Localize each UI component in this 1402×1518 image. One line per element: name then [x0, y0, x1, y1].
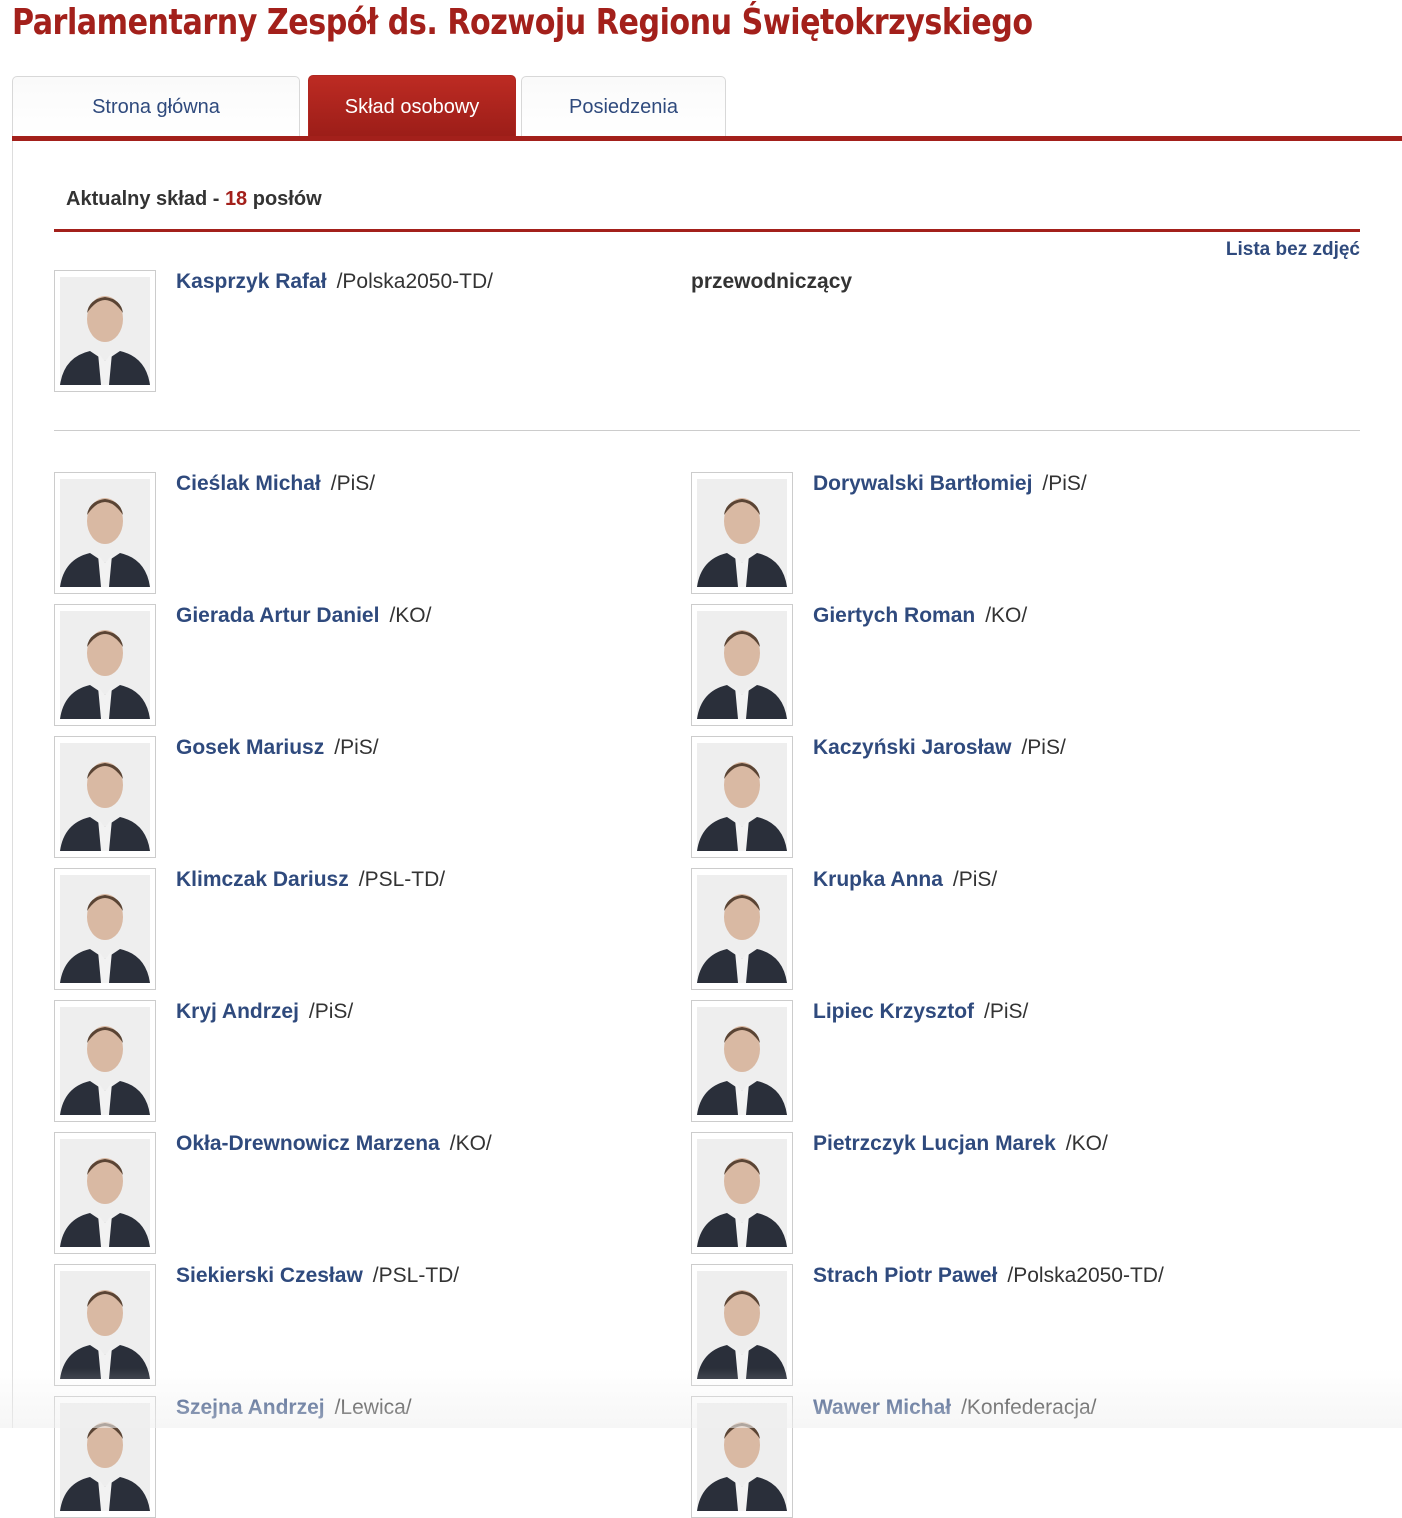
member-name-link[interactable]: Cieślak Michał/PiS/	[176, 472, 375, 496]
member-name[interactable]: Kryj Andrzej	[176, 1000, 299, 1023]
member-photo[interactable]	[691, 1396, 793, 1518]
heading-suffix: posłów	[247, 188, 322, 210]
member-club: /PiS/	[952, 868, 998, 891]
member-name-link[interactable]: Krupka Anna/PiS/	[813, 868, 997, 892]
member-club: /KO/	[449, 1132, 492, 1155]
member-name[interactable]: Siekierski Czesław	[176, 1264, 363, 1287]
member-name-link[interactable]: Giertych Roman/KO/	[813, 604, 1027, 628]
member-name[interactable]: Szejna Andrzej	[176, 1396, 325, 1419]
tab-meetings[interactable]: Posiedzenia	[521, 76, 726, 137]
member-name[interactable]: Klimczak Dariusz	[176, 868, 349, 891]
member-item: Szejna Andrzej/Lewica/	[54, 1396, 674, 1518]
member-club: /Lewica/	[334, 1396, 412, 1419]
member-name[interactable]: Giertych Roman	[813, 604, 976, 627]
member-club: /Polska2050-TD/	[1007, 1264, 1164, 1287]
member-photo[interactable]	[54, 472, 156, 594]
content-panel	[12, 141, 1402, 1428]
member-club: /PSL-TD/	[372, 1264, 460, 1287]
member-item: Dorywalski Bartłomiej/PiS/	[691, 472, 1311, 594]
section-divider	[54, 430, 1360, 431]
member-photo[interactable]	[54, 868, 156, 990]
member-club: /KO/	[1065, 1132, 1108, 1155]
member-item: Strach Piotr Paweł/Polska2050-TD/	[691, 1264, 1311, 1386]
member-photo[interactable]	[54, 604, 156, 726]
heading-divider	[54, 229, 1360, 232]
heading-prefix: Aktualny skład -	[66, 188, 225, 210]
member-name-link[interactable]: Wawer Michał/Konfederacja/	[813, 1396, 1097, 1420]
tab-underline	[12, 136, 1402, 141]
members-count: 18	[224, 188, 248, 210]
member-name[interactable]: Strach Piotr Paweł	[813, 1264, 998, 1287]
member-photo[interactable]	[691, 736, 793, 858]
member-name-link[interactable]: Dorywalski Bartłomiej/PiS/	[813, 472, 1087, 496]
member-photo[interactable]	[54, 1000, 156, 1122]
member-name-link[interactable]: Pietrzczyk Lucjan Marek/KO/	[813, 1132, 1108, 1156]
member-club: /Polska2050-TD/	[336, 270, 493, 293]
member-item: Klimczak Dariusz/PSL-TD/	[54, 868, 674, 990]
member-item: Kryj Andrzej/PiS/	[54, 1000, 674, 1122]
member-name[interactable]: Gosek Mariusz	[176, 736, 325, 759]
tab-members[interactable]: Skład osobowy	[308, 75, 516, 138]
member-item: Giertych Roman/KO/	[691, 604, 1311, 726]
member-name[interactable]: Krupka Anna	[813, 868, 943, 891]
member-club: /Konfederacja/	[961, 1396, 1097, 1419]
member-item: Gierada Artur Daniel/KO/	[54, 604, 674, 726]
tab-home[interactable]: Strona główna	[12, 76, 300, 137]
chair-member: Kasprzyk Rafał/Polska2050-TD/	[54, 270, 674, 392]
member-club: /PiS/	[984, 1000, 1029, 1023]
member-club: /PiS/	[334, 736, 379, 759]
member-photo[interactable]	[54, 1132, 156, 1254]
member-name-link[interactable]: Kasprzyk Rafał/Polska2050-TD/	[176, 270, 493, 294]
page-title: Parlamentarny Zespół ds. Rozwoju Regionu…	[12, 2, 1033, 43]
list-without-photos-link[interactable]: Lista bez zdjęć	[1225, 239, 1360, 260]
member-name-link[interactable]: Strach Piotr Paweł/Polska2050-TD/	[813, 1264, 1164, 1288]
member-item: Krupka Anna/PiS/	[691, 868, 1311, 990]
member-name[interactable]: Wawer Michał	[813, 1396, 952, 1419]
member-photo[interactable]	[54, 736, 156, 858]
member-item: Siekierski Czesław/PSL-TD/	[54, 1264, 674, 1386]
member-photo[interactable]	[54, 270, 156, 392]
member-name-link[interactable]: Kaczyński Jarosław/PiS/	[813, 736, 1066, 760]
member-name-link[interactable]: Kryj Andrzej/PiS/	[176, 1000, 353, 1024]
member-name-link[interactable]: Klimczak Dariusz/PSL-TD/	[176, 868, 445, 892]
member-name[interactable]: Kasprzyk Rafał	[176, 270, 327, 293]
member-photo[interactable]	[691, 604, 793, 726]
member-photo[interactable]	[691, 1132, 793, 1254]
member-item: Lipiec Krzysztof/PiS/	[691, 1000, 1311, 1122]
member-photo[interactable]	[54, 1396, 156, 1518]
member-club: /PiS/	[330, 472, 376, 495]
members-count-heading: Aktualny skład - 18 posłów	[66, 188, 322, 211]
member-name-link[interactable]: Szejna Andrzej/Lewica/	[176, 1396, 412, 1420]
member-name[interactable]: Kaczyński Jarosław	[813, 736, 1012, 759]
member-photo[interactable]	[691, 868, 793, 990]
member-item: Kaczyński Jarosław/PiS/	[691, 736, 1311, 858]
member-item: Gosek Mariusz/PiS/	[54, 736, 674, 858]
member-name-link[interactable]: Lipiec Krzysztof/PiS/	[813, 1000, 1028, 1024]
member-role: przewodniczący	[691, 270, 853, 293]
member-photo[interactable]	[691, 1000, 793, 1122]
member-club: /KO/	[389, 604, 432, 627]
member-club: /PSL-TD/	[358, 868, 446, 891]
member-name-link[interactable]: Gierada Artur Daniel/KO/	[176, 604, 431, 628]
member-item: Cieślak Michał/PiS/	[54, 472, 674, 594]
member-club: /PiS/	[1021, 736, 1066, 759]
member-name[interactable]: Dorywalski Bartłomiej	[813, 472, 1033, 495]
member-name[interactable]: Lipiec Krzysztof	[813, 1000, 975, 1023]
member-name[interactable]: Cieślak Michał	[176, 472, 321, 495]
member-item: Wawer Michał/Konfederacja/	[691, 1396, 1311, 1518]
member-club: /KO/	[985, 604, 1028, 627]
member-photo[interactable]	[691, 472, 793, 594]
member-name[interactable]: Pietrzczyk Lucjan Marek	[813, 1132, 1056, 1155]
member-club: /PiS/	[308, 1000, 354, 1023]
member-name[interactable]: Okła-Drewnowicz Marzena	[176, 1132, 440, 1155]
member-name-link[interactable]: Siekierski Czesław/PSL-TD/	[176, 1264, 459, 1288]
member-photo[interactable]	[54, 1264, 156, 1386]
member-name[interactable]: Gierada Artur Daniel	[176, 604, 380, 627]
member-name-link[interactable]: Okła-Drewnowicz Marzena/KO/	[176, 1132, 492, 1156]
member-item: Pietrzczyk Lucjan Marek/KO/	[691, 1132, 1311, 1254]
member-name-link[interactable]: Gosek Mariusz/PiS/	[176, 736, 379, 760]
member-club: /PiS/	[1042, 472, 1087, 495]
member-item: Okła-Drewnowicz Marzena/KO/	[54, 1132, 674, 1254]
member-photo[interactable]	[691, 1264, 793, 1386]
